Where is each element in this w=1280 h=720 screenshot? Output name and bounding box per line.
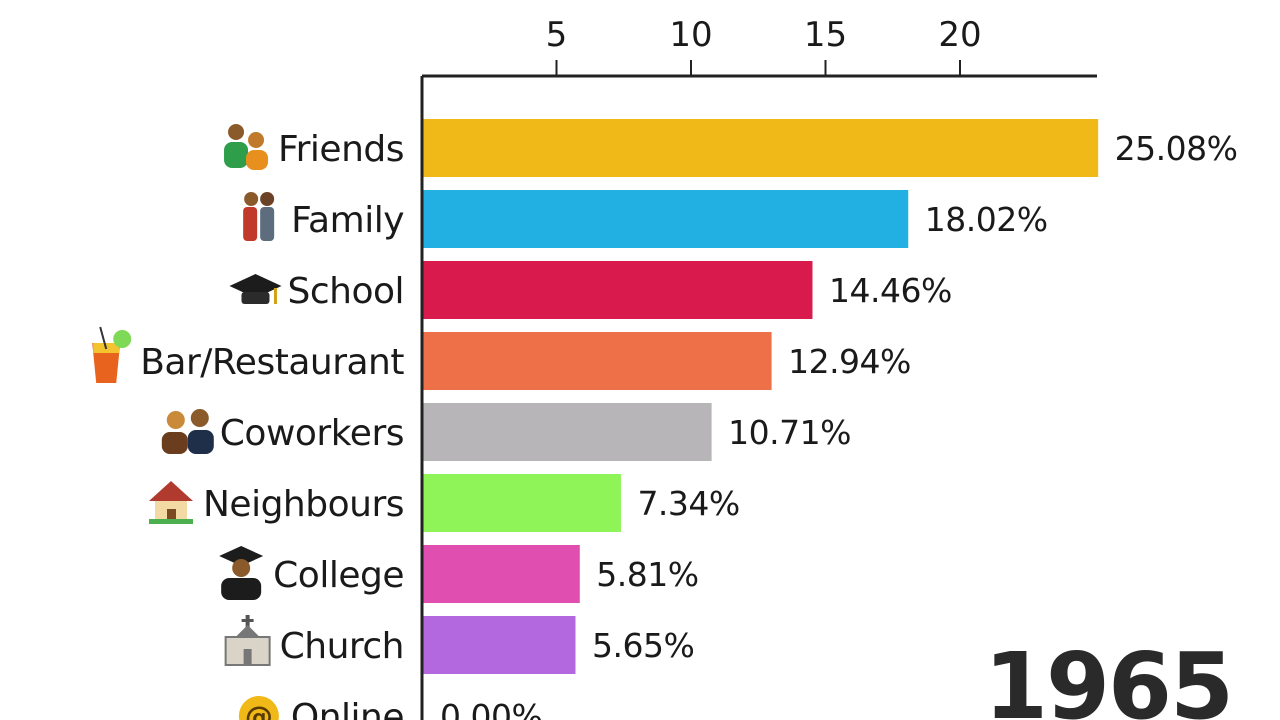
category-label: Church [280, 626, 404, 667]
x-tick-label: 20 [938, 15, 981, 55]
category-label: Bar/Restaurant [140, 342, 404, 383]
bar-bar-restaurant [423, 332, 772, 390]
category-label: School [287, 271, 404, 312]
coworkers-icon [161, 409, 214, 454]
cocktail-drink-icon [92, 326, 132, 383]
bar-family [423, 190, 909, 248]
x-tick-label: 15 [804, 15, 847, 55]
value-label: 25.08% [1115, 129, 1238, 168]
category-label: Family [291, 200, 404, 241]
value-label: 18.02% [925, 200, 1048, 239]
bar-coworkers [423, 403, 712, 461]
bar-school [423, 261, 813, 319]
value-label: 10.71% [728, 413, 851, 452]
value-label: 0.00% [440, 697, 542, 720]
at-sign-icon: @ [238, 696, 279, 720]
house-icon [149, 481, 193, 524]
value-label: 12.94% [788, 342, 911, 381]
category-label: College [273, 555, 404, 596]
friends-icon [224, 124, 269, 170]
college-graduate-icon [219, 546, 264, 600]
x-tick-label: 10 [669, 15, 712, 55]
category-label: Online [291, 697, 404, 720]
x-tick-label: 5 [546, 15, 568, 55]
value-label: 5.65% [592, 626, 694, 665]
bar-neighbours [423, 474, 621, 532]
bar-friends [423, 119, 1099, 177]
bar-college [423, 545, 580, 603]
value-label: 14.46% [829, 271, 952, 310]
year-label: 1965 [984, 633, 1232, 720]
value-label: 5.81% [596, 555, 698, 594]
family-icon [243, 192, 275, 241]
category-label: Neighbours [203, 484, 404, 525]
category-label: Coworkers [220, 413, 404, 454]
svg-text:@: @ [245, 700, 273, 720]
church-icon [224, 615, 271, 666]
school-graduation-cap-icon [229, 274, 282, 304]
category-label: Friends [278, 129, 404, 170]
value-label: 7.34% [637, 484, 739, 523]
bar-church [423, 616, 576, 674]
